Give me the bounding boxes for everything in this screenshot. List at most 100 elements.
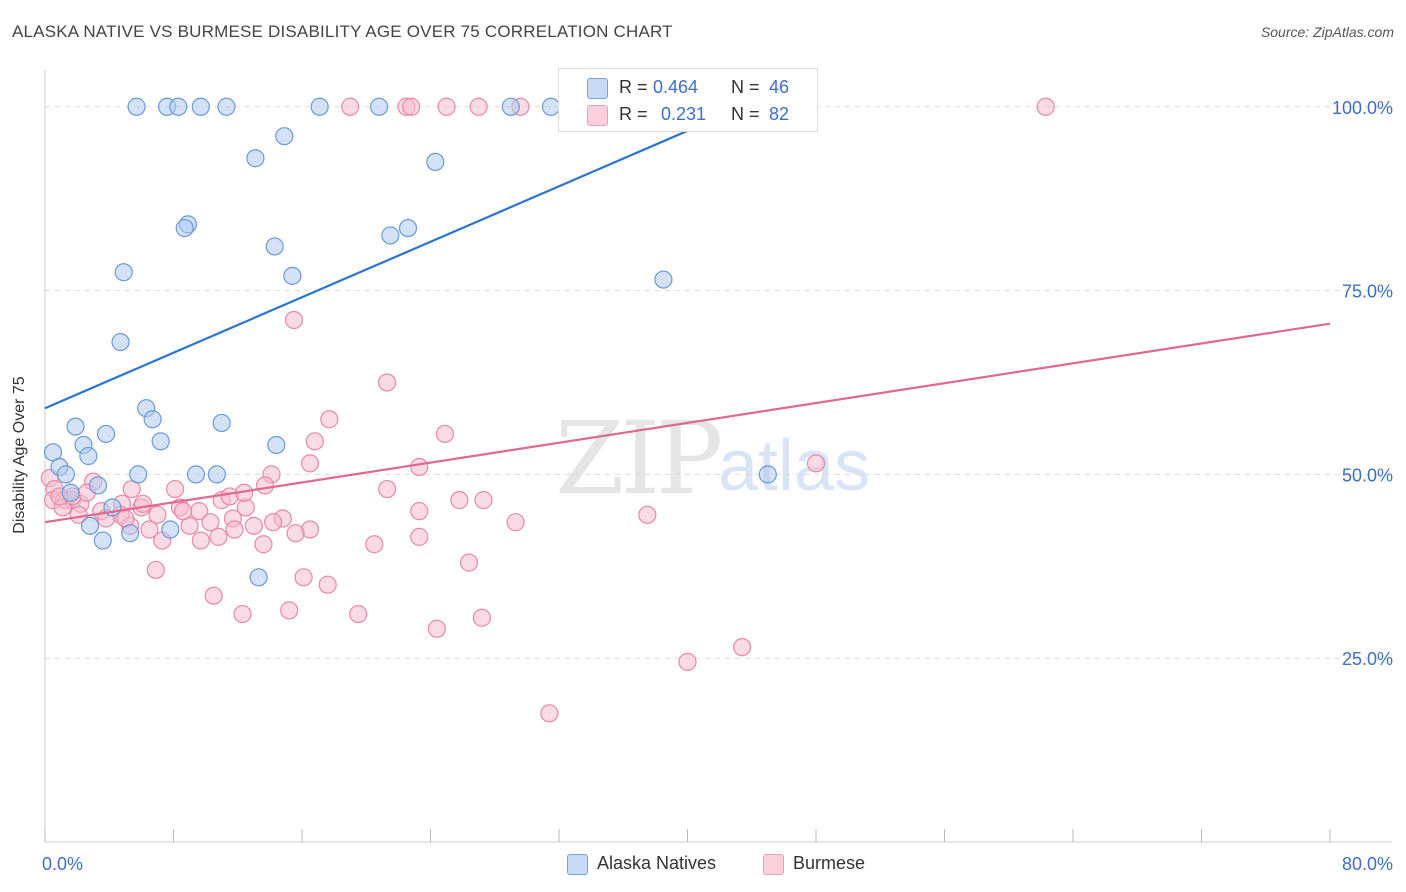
alaska-point [88,476,108,495]
burmese-point [140,520,159,539]
burmese-point [506,513,525,532]
alaska-point [127,97,146,116]
burmese-point [459,553,479,572]
burmese-point [254,535,273,554]
burmese-point [166,479,185,499]
watermark-atlas: atlas [718,426,871,506]
burmese-point [349,604,368,624]
alaska-point [61,483,80,502]
alaska-point [381,226,400,245]
alaska-point [265,237,284,256]
r-value: 0.464 [653,77,699,97]
burmese-point [318,575,337,594]
r-value: 0.231 [661,104,707,124]
alaska-point [191,97,210,116]
alaska-point [310,97,329,116]
burmese-point [540,704,559,723]
alaska-point [654,270,673,289]
burmese-point [472,608,491,627]
r-label: R = [619,77,648,97]
burmese-point [148,505,167,524]
alaska-point [175,218,194,238]
alaska-point [161,520,180,539]
alaska-point [96,424,116,444]
series-legend: Alaska Natives Burmese [0,852,1406,878]
y-tick-label: 75.0% [1342,282,1393,302]
alaska-point [79,446,98,466]
burmese-point [255,476,275,495]
alaska-point [151,432,170,451]
alaska-point [143,410,162,429]
n-value: 46 [769,77,790,97]
alaska-point [398,218,418,238]
n-label: N = [731,77,760,97]
burmese-point [300,454,320,473]
burmese-point [294,568,313,587]
watermark-zip: ZIP [555,400,723,517]
burmese-point [341,97,360,116]
burmese-point [146,560,165,580]
legend-label: Alaska Natives [597,853,717,873]
alaska-point [501,97,520,116]
legend-swatch-pink [587,105,608,126]
x-tick-label: 0.0% [42,854,83,874]
alaska-point [267,435,286,455]
alaska-point [541,97,561,116]
burmese-point [638,505,657,524]
y-tick-label: 100.0% [1332,98,1393,118]
alaska-point [93,531,112,550]
alaska-point [169,97,188,116]
alaska-point [249,568,268,587]
burmese-point [204,586,223,605]
burmese-point [174,502,193,521]
alaska-point [758,465,777,484]
y-tick-label: 50.0% [1342,465,1393,485]
burmese-point [427,619,447,638]
alaska-point [66,417,85,436]
alaska-point [275,127,294,146]
burmese-point [733,638,752,657]
alaska-point [246,149,265,168]
burmese-point [191,531,210,550]
burmese-point [201,513,220,532]
alaska-point [370,97,389,116]
alaska-trendline [44,102,753,410]
burmese-point [469,97,488,116]
alaska-point [114,263,133,282]
x-tick-label: 80.0% [1342,854,1393,874]
burmese-point [280,601,299,620]
burmese-point [435,424,455,444]
legend-swatch-blue [567,854,588,875]
burmese-point [209,527,228,546]
n-value: 82 [769,104,790,124]
r-label: R = [619,104,648,124]
burmese-point [450,491,469,510]
alaska-point [426,152,445,172]
n-label: N = [731,104,760,124]
burmese-point [474,491,493,510]
burmese-point [305,432,324,451]
burmese-point [1036,97,1055,116]
burmese-point [365,535,384,554]
legend-swatch-pink [763,854,784,875]
burmese-point [225,520,244,539]
alaska-point [80,516,100,535]
alaska-point [207,465,226,484]
burmese-point [378,373,397,392]
chart-title: ALASKA NATIVE VS BURMESE DISABILITY AGE … [12,22,673,41]
burmese-point [378,479,397,499]
burmese-point [806,454,826,473]
burmese-point [320,410,339,429]
burmese-point [233,604,252,624]
alaska-point [111,332,130,352]
y-axis-label: Disability Age Over 75 [11,376,28,534]
alaska-point [129,465,148,484]
burmese-trendline [44,322,1331,524]
burmese-point [133,494,153,513]
burmese-point [244,516,263,535]
burmese-point [263,513,283,532]
alaska-point [121,524,140,543]
burmese-point [410,457,429,477]
legend-swatch-blue [587,78,608,99]
